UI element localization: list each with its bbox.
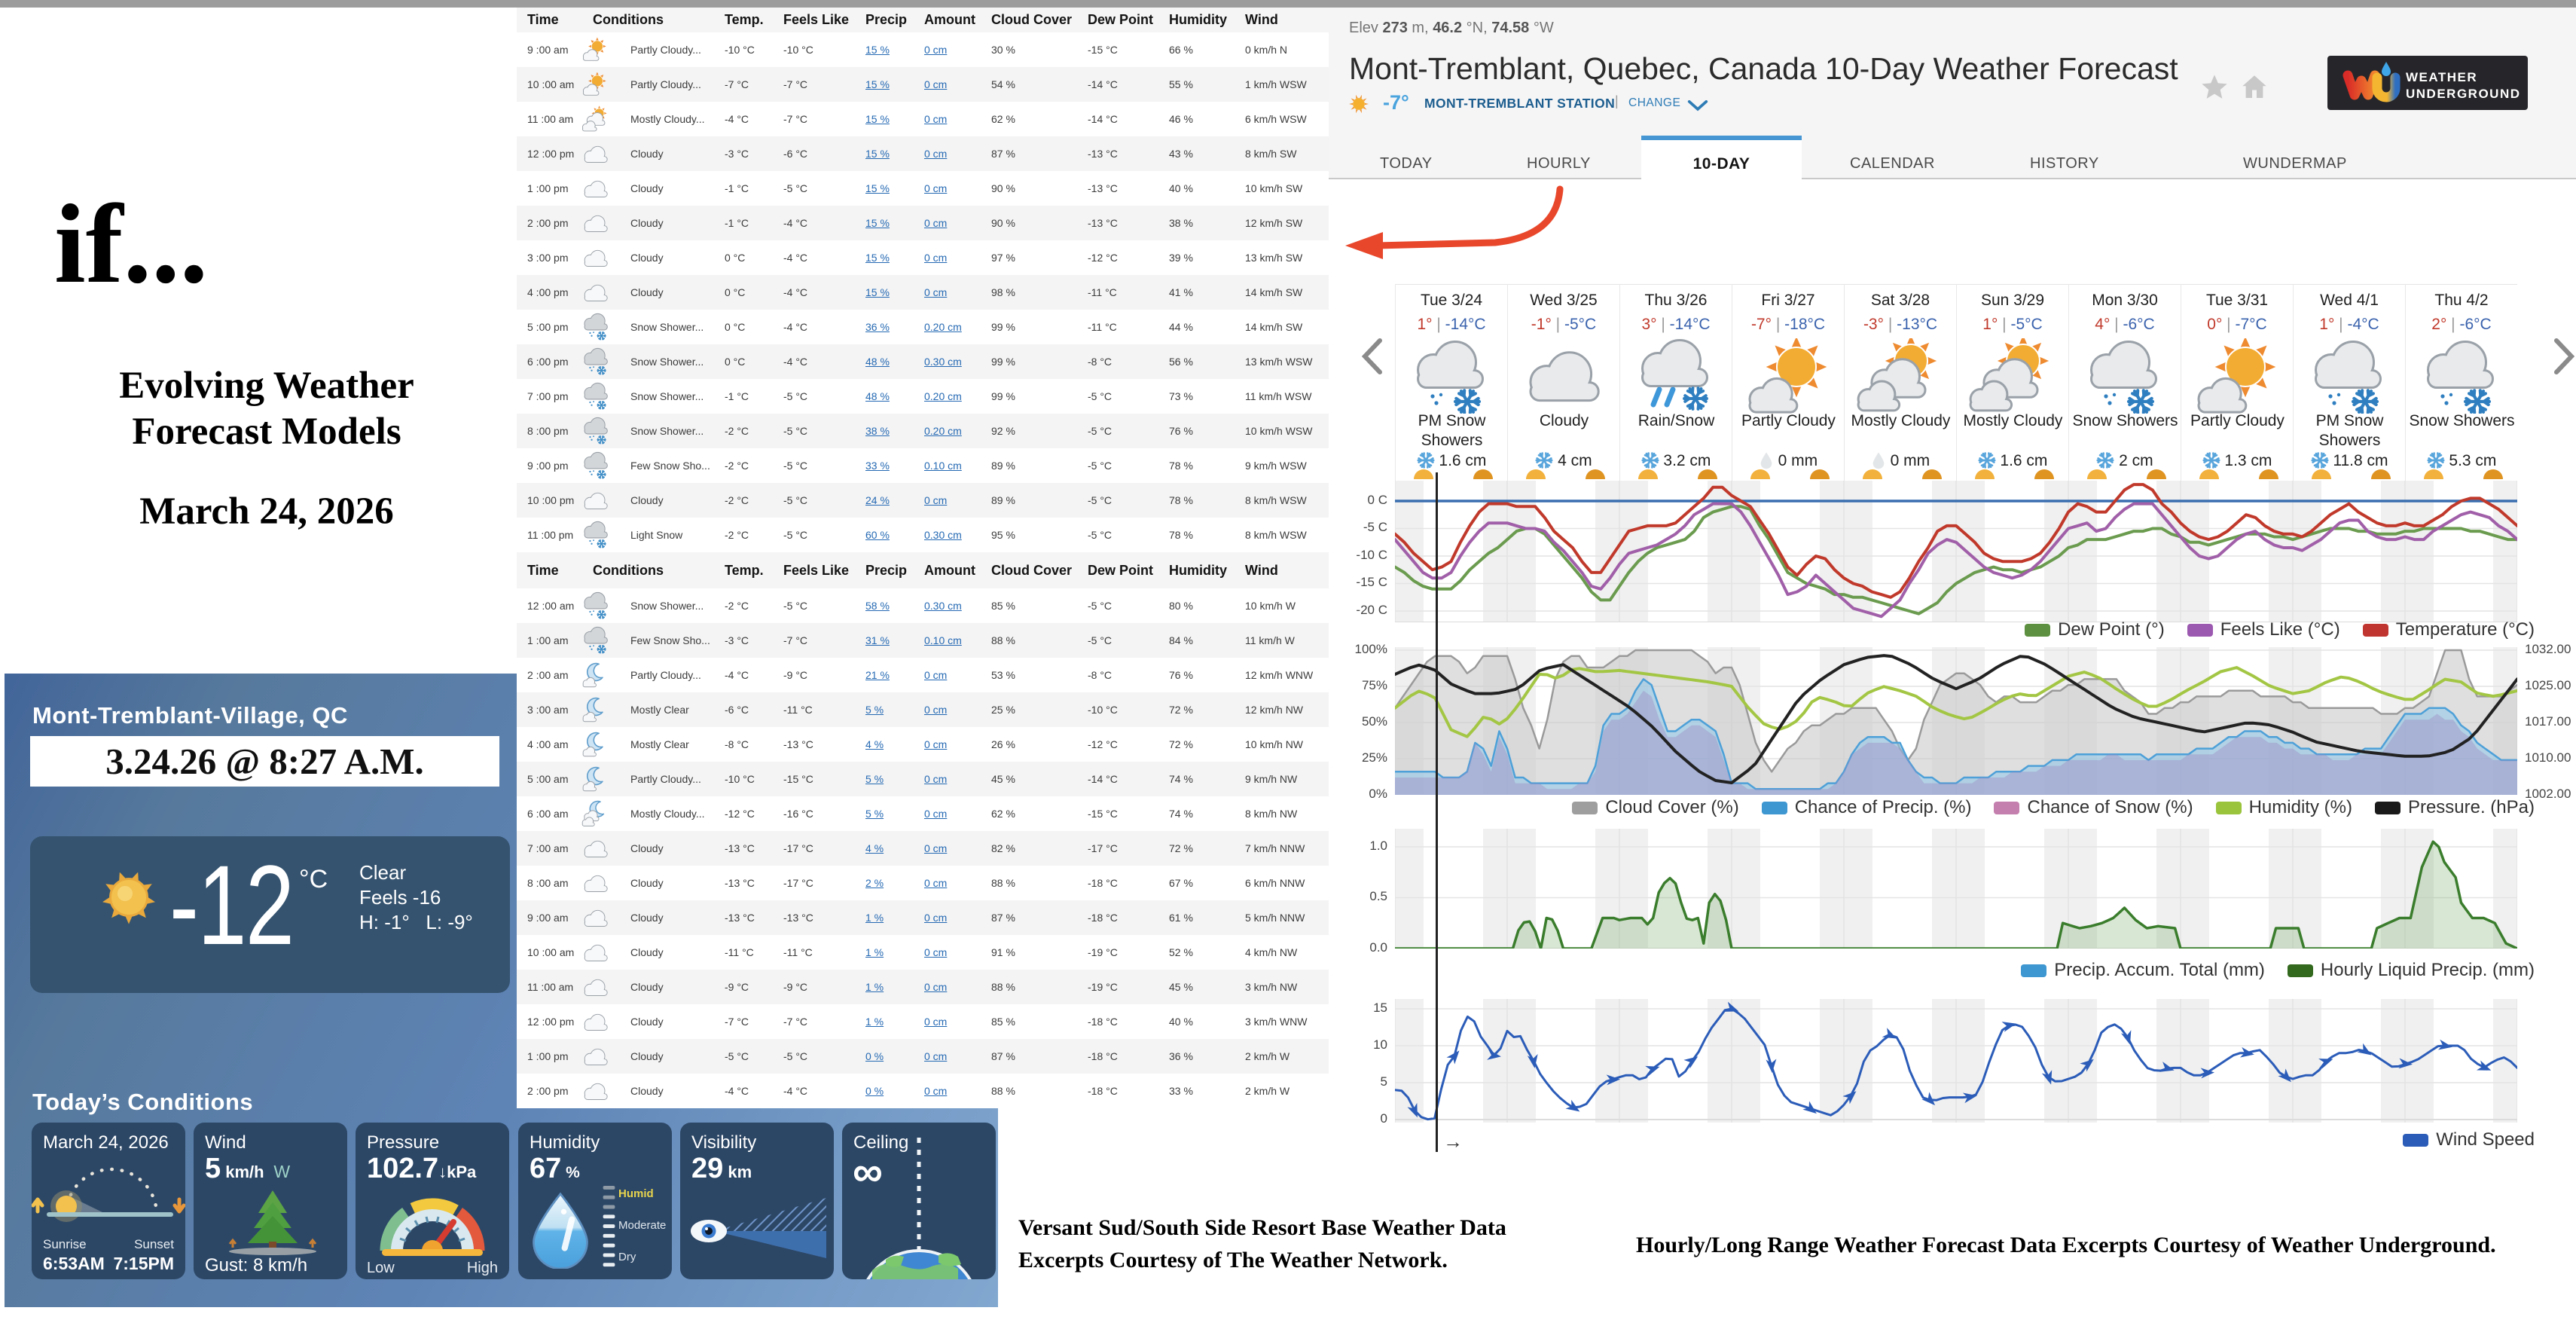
svg-text:UNDERGROUND: UNDERGROUND — [2406, 87, 2521, 101]
svg-text:WEATHER: WEATHER — [2406, 70, 2477, 84]
